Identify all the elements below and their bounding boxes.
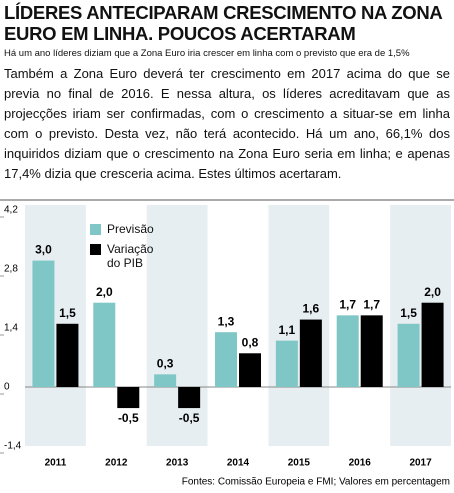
bar bbox=[299, 319, 322, 387]
bar bbox=[93, 302, 116, 387]
bar bbox=[154, 374, 177, 387]
legend-swatch bbox=[90, 244, 101, 255]
value-label: 1,5 bbox=[400, 306, 417, 320]
legend-item: Variação do PIB bbox=[90, 242, 169, 270]
bar bbox=[360, 315, 383, 387]
bar bbox=[336, 315, 359, 387]
value-label: 1,5 bbox=[59, 306, 76, 320]
bar bbox=[56, 323, 79, 387]
y-tick-label: -1,4 bbox=[4, 441, 22, 452]
source: Fontes: Comissão Europeia e FMI; Valores… bbox=[182, 477, 450, 488]
bar bbox=[275, 340, 298, 387]
y-tick-label: 4,2 bbox=[4, 205, 18, 216]
y-tick-label: 1,4 bbox=[4, 323, 18, 334]
bar bbox=[215, 332, 237, 387]
y-tick-label: 2,8 bbox=[4, 264, 18, 275]
title: LÍDERES ANTECIPARAM CRESCIMENTO NA ZONA … bbox=[4, 2, 442, 44]
bar bbox=[397, 323, 420, 387]
legend: Previsão Variação do PIB bbox=[90, 222, 169, 276]
bar bbox=[178, 387, 201, 409]
value-label: 1,7 bbox=[339, 298, 356, 312]
paragraph: Também a Zona Euro deverá ter cresciment… bbox=[4, 66, 450, 181]
value-label: 2,0 bbox=[96, 285, 113, 299]
legend-item: Previsão bbox=[90, 222, 169, 236]
bar bbox=[421, 302, 444, 387]
bar bbox=[32, 260, 55, 387]
x-tick-label: 2014 bbox=[227, 458, 250, 469]
value-label: 1,1 bbox=[279, 323, 296, 337]
bar bbox=[117, 387, 140, 409]
chart: -1,4 0 1,4 2,8 4,2 2011 3,0 1,5 2012 2,0 -0,5 2013 0… bbox=[0, 199, 454, 488]
value-label: -0,5 bbox=[179, 411, 200, 425]
x-tick-label: 2016 bbox=[349, 458, 372, 469]
x-tick-label: 2015 bbox=[288, 458, 311, 469]
value-label: 1,3 bbox=[218, 314, 235, 328]
value-label: 0,3 bbox=[157, 357, 174, 371]
x-tick-label: 2012 bbox=[105, 458, 128, 469]
value-label: 0,8 bbox=[242, 335, 259, 349]
x-tick-label: 2011 bbox=[45, 458, 67, 469]
value-label: 1,6 bbox=[303, 302, 320, 316]
x-tick-label: 2013 bbox=[166, 458, 189, 469]
legend-label: Previsão bbox=[107, 222, 154, 236]
legend-swatch bbox=[90, 224, 101, 235]
value-label: 2,0 bbox=[424, 285, 441, 299]
y-tick-label: 0 bbox=[4, 382, 10, 393]
x-tick-label: 2017 bbox=[409, 458, 432, 469]
legend-label: Variação do PIB bbox=[107, 242, 154, 270]
bar bbox=[239, 353, 261, 387]
value-label: 1,7 bbox=[363, 298, 380, 312]
value-label: 3,0 bbox=[35, 243, 52, 257]
value-label: -0,5 bbox=[118, 411, 139, 425]
subtitle: Há um ano líderes diziam que a Zona Euro… bbox=[4, 48, 410, 59]
